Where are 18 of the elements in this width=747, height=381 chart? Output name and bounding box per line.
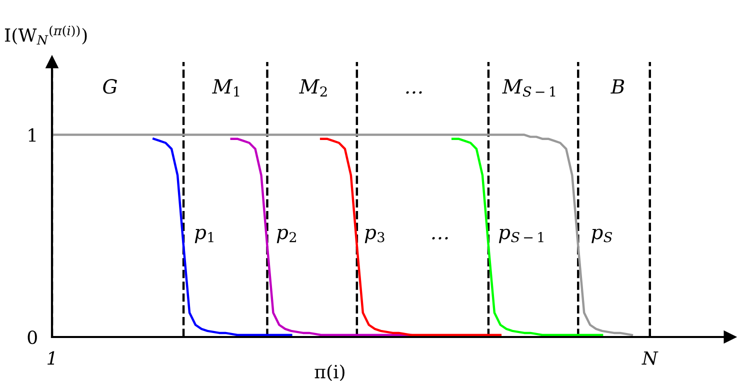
annotation: B: [610, 79, 624, 94]
x-tick-label: N: [642, 351, 658, 365]
annotation: …: [406, 91, 422, 94]
annotation: p$_{1}$: [194, 228, 214, 244]
annotation: G: [103, 79, 117, 94]
y-axis-title: I(W$_{N}$$^{(π(i))}$): [4, 25, 87, 45]
y-tick-label: 0: [28, 330, 37, 344]
annotation: p$_{3}$: [364, 228, 384, 244]
line-series: [451, 138, 604, 336]
line-series: [52, 134, 634, 336]
annotation: M$_{2}$: [299, 79, 327, 96]
annotation: p$_{2}$: [276, 228, 296, 244]
annotation: M$_{1}$: [212, 79, 240, 96]
annotation: p$_{S}$: [592, 228, 612, 244]
x-axis-title: π(i): [314, 364, 344, 381]
annotation: M$_{S−1}$: [502, 79, 556, 97]
annotation: p$_{S−1}$: [498, 228, 544, 244]
annotation: …: [432, 236, 448, 240]
